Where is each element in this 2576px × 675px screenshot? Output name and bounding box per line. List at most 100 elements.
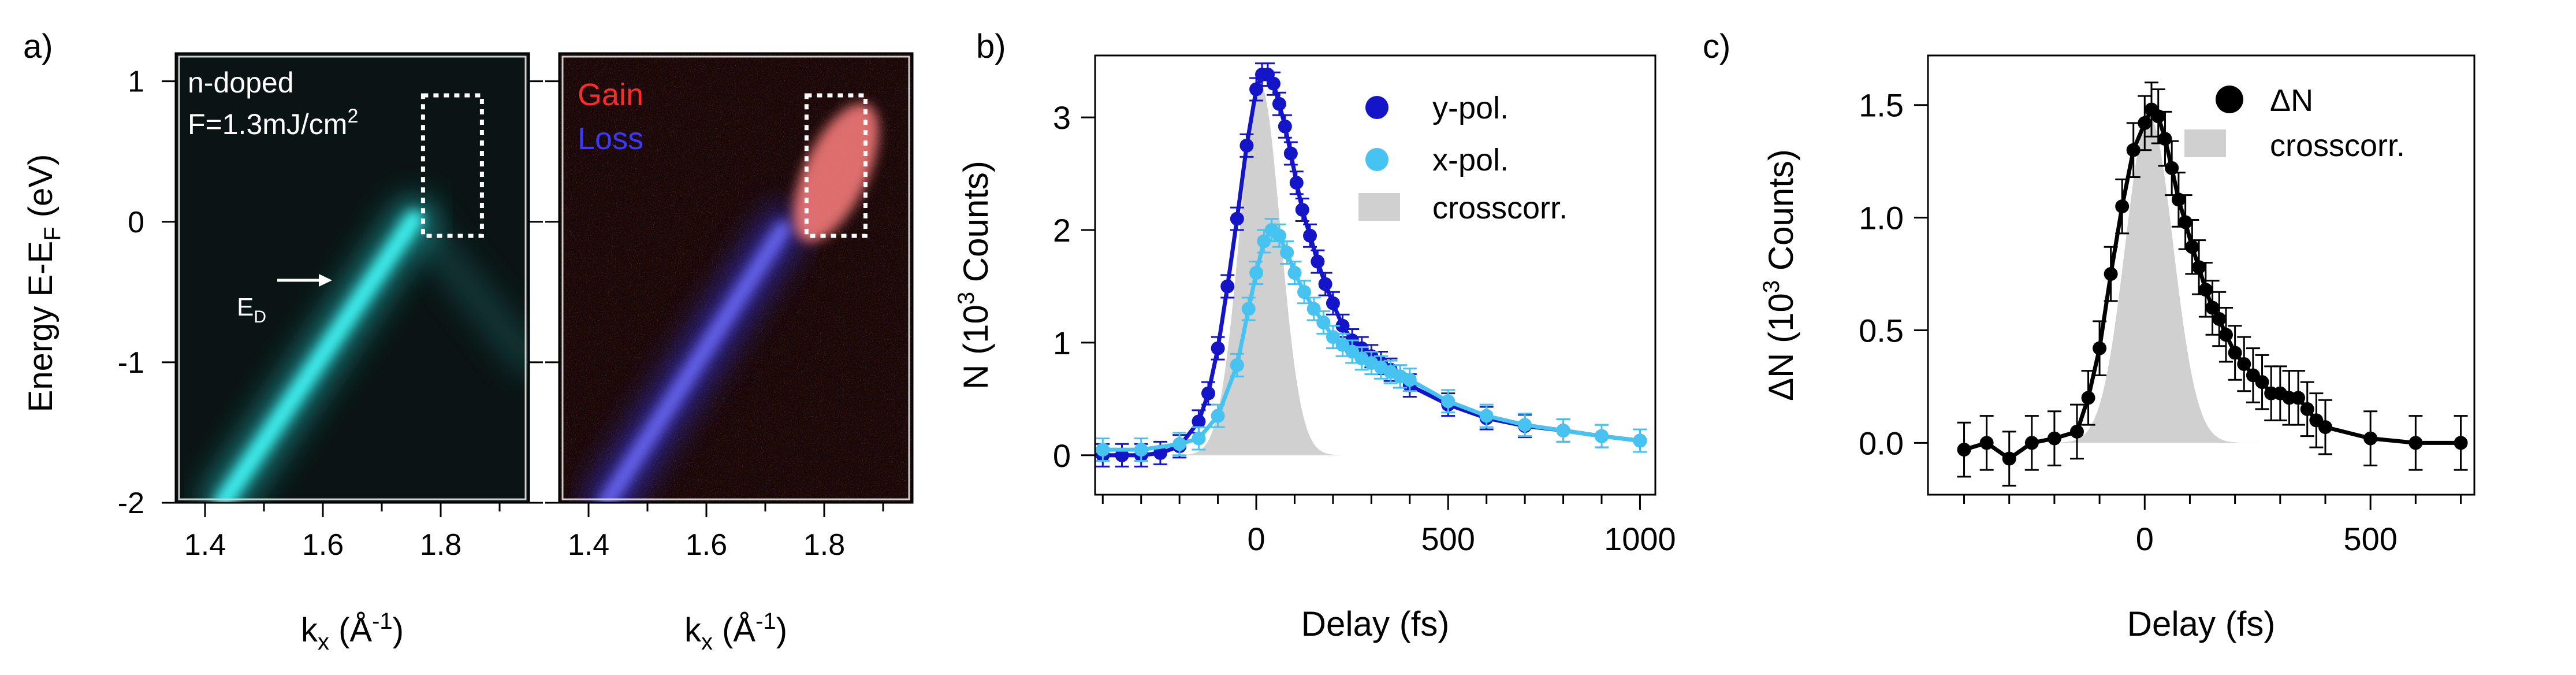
point-xpol [1096, 443, 1110, 457]
point-n [2185, 240, 2199, 254]
legend-crosscorr-label: crosscorr. [1432, 191, 1568, 225]
point-n [2255, 375, 2269, 390]
point-n [2454, 436, 2468, 450]
ylabel-a-rest: (eV) [22, 154, 59, 227]
ylabel-b-post: Counts) [956, 161, 995, 292]
panel-c: 0.0 0.5 1.0 1.5 0 500 ΔN crosscorr. ΔN (103 C… [1759, 54, 2476, 643]
point-ypol [1295, 202, 1309, 217]
point-n [2158, 132, 2172, 146]
xlabel-a-left-close: ) [393, 611, 404, 649]
point-n [2363, 431, 2378, 446]
point-ypol [1278, 119, 1292, 133]
legend-xpol-label: x-pol. [1432, 143, 1509, 177]
xlabel-a-left: kx (Å-1) [301, 609, 404, 655]
point-ypol [1230, 212, 1244, 226]
point-xpol [1192, 431, 1206, 446]
fit-line-ypol [1103, 72, 1640, 458]
xtick-label: 1000 [1604, 521, 1676, 557]
xlabel-a-right-sub: x [701, 629, 713, 655]
legend-gain: Gain [578, 77, 643, 112]
ylabel-a-sub: F [40, 227, 65, 240]
point-n [2300, 402, 2314, 416]
point-n [2219, 328, 2233, 342]
legend-dn-label: ΔN [2270, 83, 2313, 118]
ylabel-a: Energy E-EF (eV) [22, 154, 65, 413]
point-xpol [1297, 285, 1312, 299]
ylabel-b-pre: N (10 [956, 305, 995, 390]
point-ypol [1318, 277, 1332, 291]
point-xpol [1441, 394, 1455, 409]
gain-region [793, 103, 879, 242]
point-n [2318, 420, 2332, 435]
ylabel-a-main: Energy E-E [22, 241, 59, 413]
xlabel-a-right-sup: -1 [755, 609, 776, 634]
axes-a: -2 -1 0 1 1.4 1.6 1.8 1.4 1.6 1.8 [118, 65, 884, 562]
ylabel-c-post: Counts) [1762, 149, 1800, 280]
point-xpol [1633, 433, 1647, 448]
panel-a: n-doped F=1.3mJ/cm2 ED Gain Loss -2 -1 0 1 1… [22, 52, 914, 655]
ylabel-c: ΔN (103 Counts) [1759, 149, 1800, 401]
point-n [2070, 424, 2084, 439]
point-ypol [1153, 446, 1167, 460]
point-ypol [1272, 97, 1286, 111]
ytick-label: 0.5 [1859, 312, 1904, 348]
point-n [2192, 260, 2206, 275]
point-xpol [1345, 344, 1360, 359]
xlabel-a-left-sub: x [318, 629, 329, 655]
ytick-label: 1 [1053, 325, 1071, 361]
xlabel-a-right-close: ) [776, 611, 787, 649]
legend-dn-marker [2216, 86, 2243, 113]
point-ypol [1249, 82, 1264, 97]
point-n [2002, 451, 2016, 466]
point-xpol [1134, 443, 1148, 457]
dirac-cone-branch [214, 210, 423, 503]
xtick-label-a-right: 1.8 [803, 528, 845, 562]
point-xpol [1335, 338, 1350, 352]
dirac-point-e: E [237, 293, 254, 321]
point-ypol [1201, 386, 1215, 400]
point-n [2138, 116, 2152, 130]
point-xpol [1594, 429, 1609, 443]
legend-xpol-marker [1365, 148, 1388, 171]
point-n [2205, 301, 2220, 315]
ylabel-b: N (103 Counts) [954, 161, 995, 390]
ytick-label-a: -1 [118, 346, 144, 380]
xlabel-a-right-rest: (Å [713, 611, 755, 649]
arpes-map-frame [174, 52, 530, 504]
ytick-label: 0 [1053, 437, 1071, 474]
integration-box [804, 93, 868, 238]
panel-label-a: a) [23, 28, 53, 65]
ylabel-b-sup: 3 [954, 292, 979, 305]
point-n [1979, 436, 1994, 450]
point-ypol [1289, 176, 1304, 190]
point-xpol [1306, 302, 1321, 316]
panel-label-b: b) [976, 28, 1006, 65]
point-xpol [1479, 409, 1494, 423]
point-xpol [1402, 373, 1417, 387]
point-xpol [1230, 358, 1244, 372]
ytick-label-a: 0 [128, 206, 144, 239]
xtick-label-a-left: 1.8 [420, 528, 461, 562]
point-n [2126, 143, 2141, 157]
axes-b: 0 1 2 3 0 500 1000 [1053, 99, 1676, 557]
fluence-text: F=1.3mJ/cm [188, 108, 347, 140]
ytick-label: 0.0 [1859, 425, 1904, 461]
point-n [2171, 192, 2186, 207]
point-xpol [1316, 315, 1331, 329]
xlabel-b: Delay (fs) [1301, 604, 1450, 643]
point-xpol [1272, 228, 1286, 243]
arpes-map-inner-frame [178, 55, 527, 500]
panel-b: 0 1 2 3 0 500 1000 y-pol. x-pol. crosscorr. N … [954, 54, 1676, 643]
ytick-label: 2 [1053, 212, 1071, 249]
point-xpol [1257, 234, 1271, 249]
ytick-label: 3 [1053, 99, 1071, 136]
point-xpol [1556, 423, 1570, 437]
point-n [2198, 283, 2213, 297]
point-n [2409, 436, 2423, 450]
axes-c: 0.0 0.5 1.0 1.5 0 500 [1859, 87, 2462, 557]
dirac-point-subscript: D [254, 307, 266, 327]
loss-branch [598, 220, 791, 503]
legend-loss: Loss [578, 121, 643, 156]
xtick-label: 0 [2136, 521, 2154, 557]
fit-line-xpol [1103, 228, 1640, 452]
